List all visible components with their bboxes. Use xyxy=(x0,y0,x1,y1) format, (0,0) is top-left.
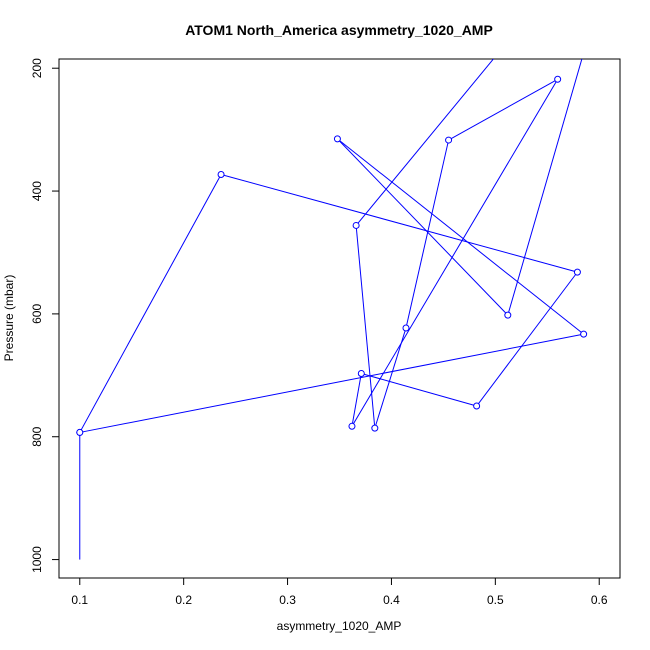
x-tick-label: 0.1 xyxy=(71,593,88,607)
chart-title: ATOM1 North_America asymmetry_1020_AMP xyxy=(185,22,493,38)
data-point xyxy=(402,324,410,332)
data-point xyxy=(333,135,341,143)
data-point xyxy=(573,268,581,276)
plot-frame xyxy=(58,58,621,579)
y-tick-label: 200 xyxy=(30,58,44,78)
series-segment xyxy=(79,333,584,433)
series-segment xyxy=(337,138,584,335)
x-tick-label: 0.2 xyxy=(175,593,192,607)
series-segment xyxy=(448,78,558,141)
series-segment xyxy=(79,174,222,433)
series-segment xyxy=(355,225,376,429)
data-point xyxy=(352,221,360,229)
data-point xyxy=(348,422,356,430)
y-axis-label: Pressure (mbar) xyxy=(2,275,16,362)
y-axis: 200 400 600 800 1000 xyxy=(30,58,59,573)
series-segment xyxy=(355,59,495,226)
series-segment xyxy=(507,59,583,316)
data-point xyxy=(504,311,512,319)
series-segment xyxy=(220,173,578,273)
series-segment xyxy=(405,139,450,329)
data-point xyxy=(445,136,453,144)
y-tick-label: 400 xyxy=(30,181,44,201)
x-tick-label: 0.4 xyxy=(383,593,400,607)
series-layer xyxy=(76,59,588,560)
series-segment xyxy=(476,271,578,407)
series-segment xyxy=(361,372,477,407)
data-point xyxy=(76,428,84,436)
series-segment xyxy=(351,79,559,427)
y-tick-label: 600 xyxy=(30,304,44,324)
data-point xyxy=(554,75,562,83)
y-tick-label: 800 xyxy=(30,426,44,446)
data-point xyxy=(580,330,588,338)
x-tick-label: 0.3 xyxy=(279,593,296,607)
data-point xyxy=(217,170,225,178)
y-tick-label: 1000 xyxy=(30,546,44,573)
data-point xyxy=(357,369,365,377)
x-tick-label: 0.5 xyxy=(487,593,504,607)
series-segment xyxy=(374,327,407,429)
data-point xyxy=(371,424,379,432)
series-segment xyxy=(351,373,362,427)
x-axis: 0.1 0.2 0.3 0.4 0.5 0.6 xyxy=(71,578,608,607)
data-point xyxy=(473,402,481,410)
x-axis-label: asymmetry_1020_AMP xyxy=(277,619,402,633)
x-tick-label: 0.6 xyxy=(591,593,608,607)
series-segment xyxy=(337,138,509,316)
